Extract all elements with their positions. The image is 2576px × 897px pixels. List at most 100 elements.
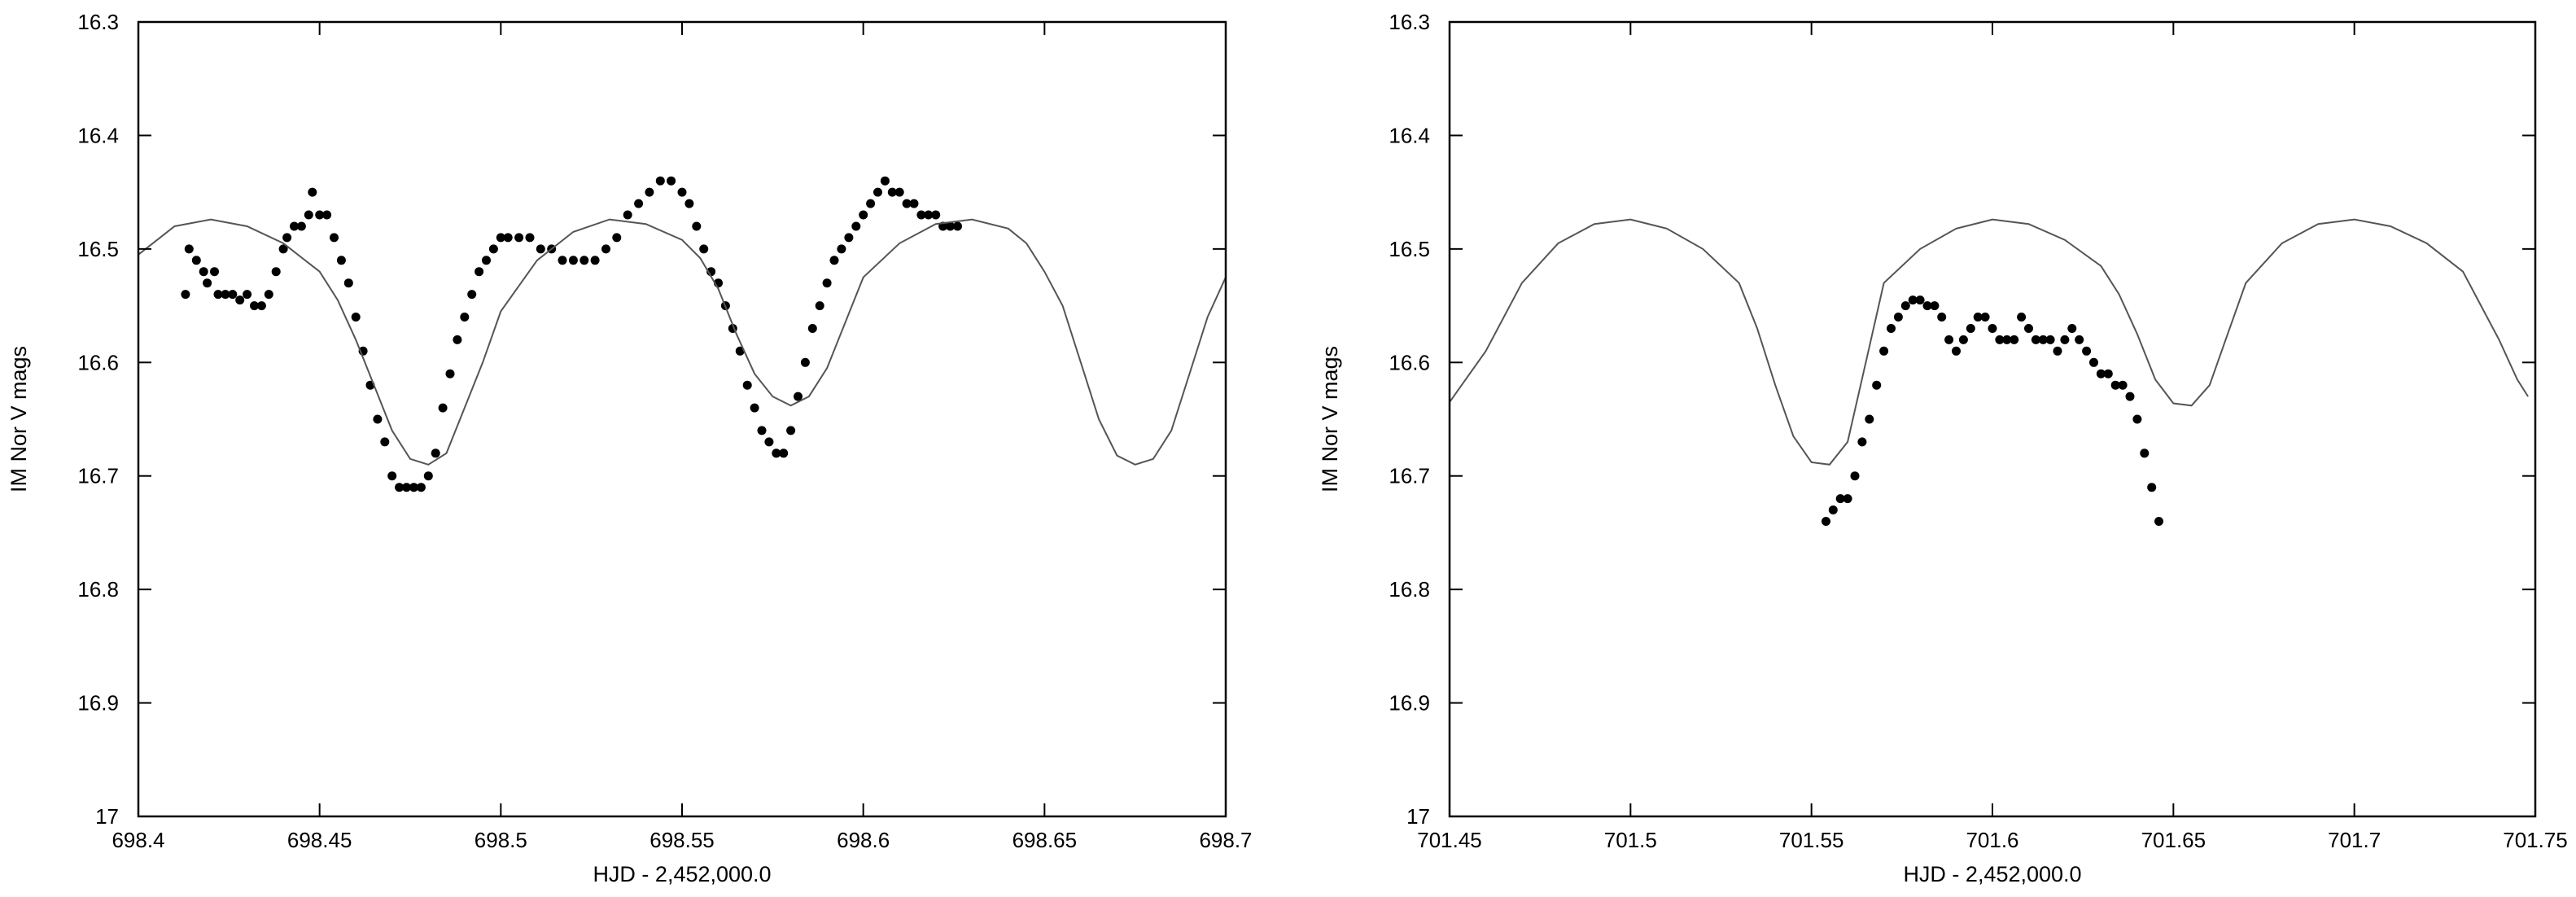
left-chart-data-point xyxy=(873,187,882,197)
right-chart: 701.45 701.5 701.55 701.6 701.65 701.7 701.75 1… xyxy=(1318,10,2568,886)
left-chart-data-point xyxy=(213,290,223,300)
left-chart-data-point xyxy=(829,256,839,265)
right-chart-data-point xyxy=(2103,369,2113,378)
right-chart-model-curve xyxy=(1449,218,2529,466)
left-chart-data-point xyxy=(887,187,897,197)
left-chart-data-point xyxy=(438,403,448,413)
left-chart-data-point xyxy=(786,426,796,435)
right-chart-y-tick-label: 16.5 xyxy=(1389,237,1430,261)
left-chart-data-point xyxy=(467,290,477,300)
right-chart-frame xyxy=(1448,20,2537,818)
left-chart-data-point xyxy=(909,199,919,208)
right-chart-data-point xyxy=(2010,335,2019,344)
right-chart-data-point xyxy=(2038,335,2048,344)
left-chart-data-point xyxy=(482,256,491,265)
right-chart-data-point xyxy=(1900,301,1910,311)
right-chart-data-point xyxy=(2053,346,2062,356)
left-chart-data-point xyxy=(815,301,824,311)
right-chart-x-tick-label: 701.6 xyxy=(1966,828,2018,852)
right-chart-data-point xyxy=(2082,346,2092,356)
right-chart-data-point xyxy=(2132,414,2142,424)
left-chart-data-point xyxy=(315,210,325,220)
left-chart-data-point xyxy=(902,199,912,208)
left-chart-model-curve xyxy=(138,218,1227,466)
left-chart-data-point xyxy=(191,256,201,265)
left-chart-data-point xyxy=(859,210,868,220)
right-chart-data-point xyxy=(2045,335,2055,344)
left-chart-data-point xyxy=(946,221,955,231)
left-chart-data-point xyxy=(210,267,219,277)
left-chart-data-point xyxy=(772,448,781,458)
left-chart-x-tick-label: 698.6 xyxy=(837,828,890,852)
right-chart-y-axis-label: IM Nor V mags xyxy=(1318,346,1342,492)
left-chart-data-point xyxy=(250,301,259,311)
right-chart-data-point xyxy=(1952,346,1961,356)
left-chart-data-point xyxy=(243,290,252,300)
left-chart-data-point xyxy=(496,233,505,243)
left-chart-data-point xyxy=(235,295,245,305)
left-chart-data-point xyxy=(579,256,589,265)
left-chart-data-point xyxy=(880,176,890,186)
left-chart-data-point xyxy=(282,233,292,243)
left-chart-data-point xyxy=(343,278,353,288)
right-chart-data-point xyxy=(1930,301,1940,311)
left-chart-x-tick-label: 698.5 xyxy=(475,828,527,852)
right-chart-data-point xyxy=(1922,301,1932,311)
left-chart-data-point xyxy=(822,278,832,288)
right-chart-y-tick-label: 17 xyxy=(1406,804,1430,829)
left-chart-data-point xyxy=(460,313,470,322)
left-chart-data-point xyxy=(199,267,208,277)
right-chart-y-tick-label: 16.9 xyxy=(1389,691,1430,715)
left-chart-data-point xyxy=(264,290,273,300)
left-chart-data-point xyxy=(800,357,810,367)
left-chart-x-axis-label: HJD - 2,452,000.0 xyxy=(593,862,771,886)
left-chart-data-point xyxy=(742,380,752,390)
left-chart-y-tick-label: 16.9 xyxy=(77,691,119,715)
right-chart-x-axis-label: HJD - 2,452,000.0 xyxy=(1903,862,2081,886)
right-chart-data-point xyxy=(1835,494,1845,504)
left-chart-data-point xyxy=(296,221,306,231)
left-chart-data-point xyxy=(373,414,383,424)
right-chart-data-point xyxy=(2118,380,2128,390)
left-chart-data-point xyxy=(475,267,484,277)
left-chart-data-point xyxy=(380,437,390,447)
left-chart-data-point xyxy=(851,221,861,231)
left-chart-marks xyxy=(138,176,1227,492)
left-chart-x-tick-label: 698.7 xyxy=(1199,828,1252,852)
left-chart-data-point xyxy=(336,256,346,265)
left-chart-data-point xyxy=(601,244,610,254)
left-chart-data-point xyxy=(757,426,767,435)
left-chart-data-point xyxy=(794,392,803,401)
left-chart-data-point xyxy=(278,244,288,254)
left-chart-ticks: 698.4 698.45 698.5 698.55 698.6 698.65 698.7 16… xyxy=(77,10,1252,852)
left-chart-data-point xyxy=(837,244,846,254)
left-chart-data-point xyxy=(699,244,709,254)
left-chart-data-point xyxy=(750,403,759,413)
right-chart-data-point xyxy=(2140,448,2150,458)
right-chart-y-tick-label: 16.8 xyxy=(1389,577,1430,602)
left-chart-y-tick-label: 17 xyxy=(95,804,119,829)
right-chart-data-point xyxy=(1828,505,1838,514)
right-chart-data-point xyxy=(2002,335,2012,344)
right-chart-x-tick-label: 701.5 xyxy=(1604,828,1657,852)
right-chart-y-tick-label: 16.6 xyxy=(1389,350,1430,374)
right-chart-data-point xyxy=(1937,313,1947,322)
left-chart-y-tick-label: 16.3 xyxy=(77,10,119,34)
left-chart-y-tick-label: 16.6 xyxy=(77,350,119,374)
right-chart-data-point xyxy=(2125,392,2135,401)
left-chart-data-point xyxy=(351,313,361,322)
left-chart-data-point xyxy=(184,244,194,254)
left-chart-data-point xyxy=(416,483,426,492)
left-chart-data-point xyxy=(568,256,578,265)
left-chart-data-point xyxy=(228,290,238,300)
right-chart-y-tick-label: 16.7 xyxy=(1389,464,1430,488)
right-chart-data-point xyxy=(2024,324,2033,333)
right-chart-data-point xyxy=(1995,335,2005,344)
right-chart-data-point xyxy=(1893,313,1903,322)
right-chart-data-point xyxy=(1988,324,1997,333)
right-chart-data-point xyxy=(1822,517,1830,526)
left-chart-data-point xyxy=(953,221,962,231)
left-chart-data-point xyxy=(684,199,694,208)
right-chart-x-tick-label: 701.45 xyxy=(1417,828,1482,852)
right-chart-data-point xyxy=(1944,335,1954,344)
